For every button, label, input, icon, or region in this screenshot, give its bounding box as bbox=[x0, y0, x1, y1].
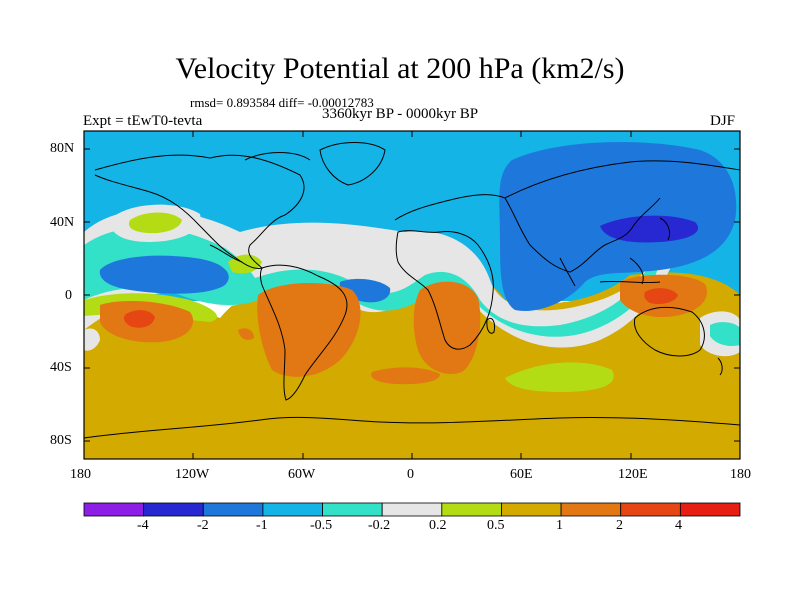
lon-tick-0: 0 bbox=[407, 467, 414, 482]
colorbar-label: -0.5 bbox=[310, 518, 333, 533]
colorbar-swatch bbox=[441, 502, 502, 517]
field-level-0 bbox=[84, 328, 100, 351]
field-level-2 bbox=[644, 288, 678, 305]
colorbar-label: -1 bbox=[256, 518, 268, 533]
lat-tick-40s: 40S bbox=[50, 360, 72, 375]
colorbar-label: 0.2 bbox=[429, 518, 447, 533]
field-level-1 bbox=[257, 283, 361, 377]
colorbar-swatch bbox=[620, 502, 681, 517]
field-level-1 bbox=[413, 281, 481, 374]
lon-tick-180e: 180 bbox=[730, 467, 751, 482]
lon-tick-120w: 120W bbox=[175, 467, 210, 482]
colorbar bbox=[83, 502, 741, 517]
field-level-1 bbox=[238, 328, 254, 340]
colorbar-label: -4 bbox=[137, 518, 149, 533]
colorbar-label: -0.2 bbox=[368, 518, 391, 533]
colorbar-swatch bbox=[143, 502, 204, 517]
field-level--0.2 bbox=[710, 322, 740, 346]
colorbar-label: 0.5 bbox=[487, 518, 505, 533]
lat-tick-80s: 80S bbox=[50, 433, 72, 448]
field-level-0 bbox=[84, 209, 672, 348]
field-level-0.2 bbox=[505, 362, 614, 392]
colorbar-label: 4 bbox=[675, 518, 682, 533]
lon-tick-180w: 180 bbox=[70, 467, 91, 482]
colorbar-swatch bbox=[83, 502, 145, 517]
experiment-label: Expt = tEwT0-tevta bbox=[83, 113, 203, 129]
colorbar-label: 2 bbox=[616, 518, 623, 533]
time-period-label: 3360kyr BP - 0000kyr BP bbox=[321, 106, 479, 122]
colorbar-swatch bbox=[679, 502, 741, 517]
contour-field bbox=[84, 131, 740, 459]
field-level--1 bbox=[99, 255, 229, 294]
colorbar-swatch bbox=[322, 502, 383, 517]
lat-tick-80n: 80N bbox=[50, 141, 75, 156]
lon-tick-60e: 60E bbox=[510, 467, 533, 482]
field-level-1 bbox=[371, 367, 440, 385]
season-label: DJF bbox=[710, 113, 736, 129]
colorbar-swatch bbox=[262, 502, 323, 517]
colorbar-swatch bbox=[560, 502, 622, 517]
colorbar-swatch bbox=[381, 502, 443, 517]
colorbar-swatch bbox=[501, 502, 562, 517]
field-level-2 bbox=[123, 310, 155, 328]
coastlines bbox=[84, 142, 740, 439]
chart-title: Velocity Potential at 200 hPa (km2/s) bbox=[175, 52, 625, 85]
lat-tick-0: 0 bbox=[65, 288, 72, 303]
colorbar-label: -2 bbox=[197, 518, 209, 533]
colorbar-swatch bbox=[202, 502, 264, 517]
rmsd-diff-label: rmsd= 0.893584 diff= -0.00012783 bbox=[190, 95, 374, 110]
axis-ticks bbox=[84, 131, 740, 459]
lon-tick-60w: 60W bbox=[288, 467, 316, 482]
lon-tick-120e: 120E bbox=[618, 467, 648, 482]
colorbar-label: 1 bbox=[556, 518, 563, 533]
lat-tick-40n: 40N bbox=[50, 215, 75, 230]
field-level-0.2 bbox=[128, 212, 182, 234]
